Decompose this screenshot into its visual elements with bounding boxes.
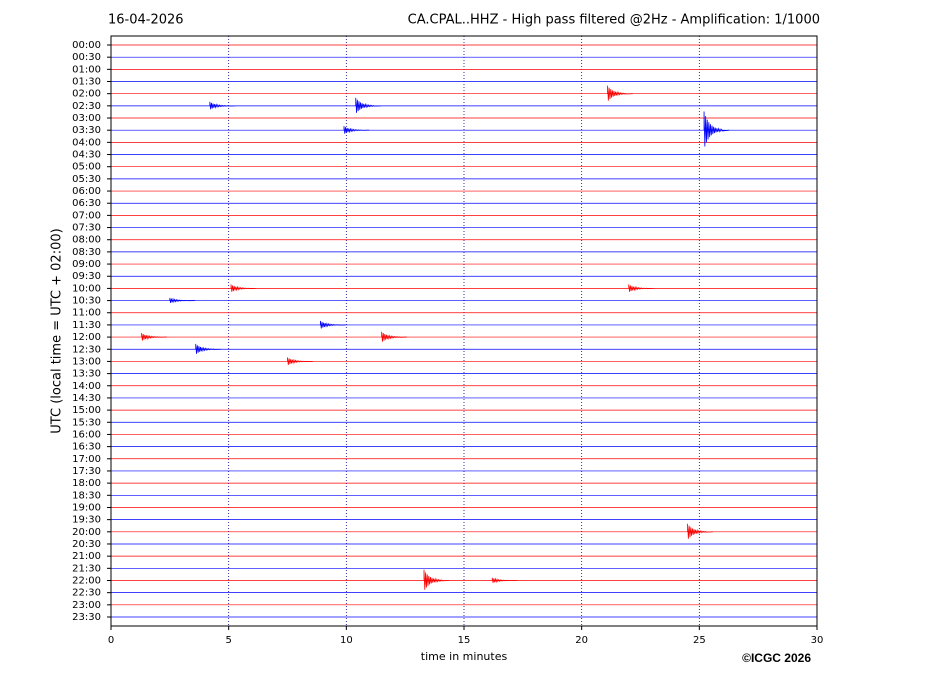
event (607, 85, 633, 101)
y-tick-label: 16:00 (72, 429, 101, 440)
date-title: 16-04-2026 (108, 13, 184, 28)
y-tick-label: 08:30 (72, 247, 101, 258)
x-tick-label: 10 (340, 635, 353, 646)
y-tick-label: 22:30 (72, 588, 101, 599)
y-tick-label: 02:00 (72, 89, 101, 100)
y-tick-label: 05:00 (72, 162, 101, 173)
y-tick-label: 18:30 (72, 490, 101, 501)
y-tick-label: 14:00 (72, 381, 101, 392)
y-tick-label: 04:30 (72, 150, 101, 161)
x-tick-label: 5 (225, 635, 231, 646)
event (343, 126, 370, 134)
y-tick-label: 13:30 (72, 369, 101, 380)
y-tick-label: 21:00 (72, 551, 101, 562)
y-tick-label: 15:30 (72, 417, 101, 428)
y-tick-label: 11:00 (72, 308, 101, 319)
y-tick-label: 18:00 (72, 478, 101, 489)
plot-frame (110, 35, 818, 627)
y-tick-label: 17:00 (72, 454, 101, 465)
y-tick-label: 04:00 (72, 137, 101, 148)
y-tick-label: 20:30 (72, 539, 101, 550)
copyright: ©ICGC 2026 (742, 651, 811, 665)
y-tick-label: 01:00 (72, 64, 101, 75)
y-axis-label: UTC (local time = UTC + 02:00) (50, 228, 65, 433)
y-tick-label: 02:30 (72, 101, 101, 112)
y-tick-label: 09:00 (72, 259, 101, 270)
y-tick-label: 01:30 (72, 77, 101, 88)
y-tick-label: 19:30 (72, 515, 101, 526)
x-axis-label: time in minutes (421, 650, 508, 663)
y-tick-label: 17:30 (72, 466, 101, 477)
y-tick-label: 19:00 (72, 502, 101, 513)
y-tick-label: 16:30 (72, 442, 101, 453)
y-tick-label: 10:30 (72, 296, 101, 307)
y-tick-label: 23:00 (72, 600, 101, 611)
y-tick-label: 09:30 (72, 271, 101, 282)
y-tick-label: 12:30 (72, 344, 101, 355)
y-tick-label: 03:00 (72, 113, 101, 124)
event (195, 343, 221, 354)
y-tick-label: 00:00 (72, 40, 101, 51)
y-tick-label: 12:00 (72, 332, 101, 343)
chart-title: CA.CPAL..HHZ - High pass filtered @2Hz -… (408, 13, 820, 28)
event (320, 320, 346, 329)
y-tick-label: 00:30 (72, 52, 101, 63)
event (381, 331, 407, 342)
event (703, 111, 730, 147)
y-tick-label: 08:00 (72, 235, 101, 246)
y-tick-label: 15:00 (72, 405, 101, 416)
event (287, 357, 313, 365)
x-tick-label: 30 (811, 635, 824, 646)
x-tick-label: 0 (108, 635, 114, 646)
y-tick-label: 23:30 (72, 612, 101, 623)
x-tick-label: 25 (693, 635, 706, 646)
event (628, 284, 654, 292)
y-tick-label: 05:30 (72, 174, 101, 185)
x-tick-label: 20 (575, 635, 588, 646)
y-tick-label: 03:30 (72, 125, 101, 136)
x-tick-label: 15 (458, 635, 471, 646)
y-tick-label: 06:00 (72, 186, 101, 197)
event (209, 101, 236, 110)
event (491, 577, 518, 584)
y-tick-label: 07:00 (72, 210, 101, 221)
event (141, 333, 167, 341)
event (423, 569, 450, 590)
y-tick-label: 21:30 (72, 563, 101, 574)
event (687, 523, 713, 539)
y-tick-label: 14:30 (72, 393, 101, 404)
y-tick-label: 13:00 (72, 356, 101, 367)
y-tick-label: 07:30 (72, 223, 101, 234)
y-tick-label: 10:00 (72, 283, 101, 294)
event (169, 297, 196, 304)
y-tick-label: 06:30 (72, 198, 101, 209)
event (230, 284, 257, 292)
y-tick-label: 22:00 (72, 575, 101, 586)
y-tick-label: 20:00 (72, 527, 101, 538)
y-tick-label: 11:30 (72, 320, 101, 331)
event (355, 97, 381, 113)
